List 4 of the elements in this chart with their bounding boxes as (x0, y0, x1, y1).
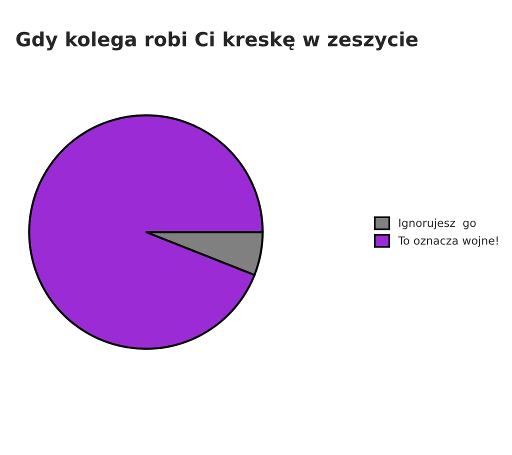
pie-slice (28, 114, 264, 350)
legend-label: Ignorujesz go (399, 218, 476, 230)
legend-label: To oznacza wojne! (398, 236, 498, 247)
chart-title: Gdy kolega robi Ci kreskę w zeszycie (16, 31, 418, 50)
